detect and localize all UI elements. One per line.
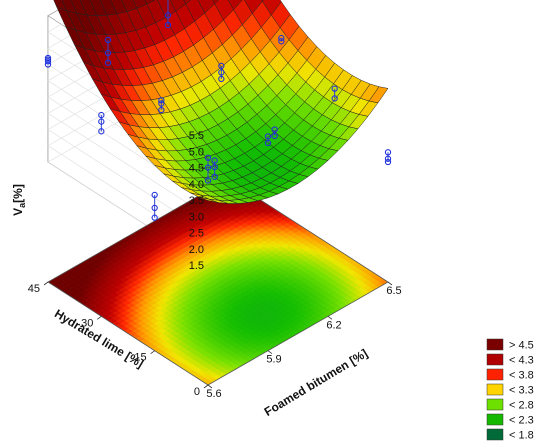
data-point <box>384 158 392 166</box>
x-tick <box>267 350 273 354</box>
z-axis-title-unit: [%] <box>11 184 25 203</box>
z-tick-label: 2.5 <box>189 228 204 240</box>
data-point <box>211 157 218 164</box>
y-tick <box>43 281 49 286</box>
z-tick-label: 5.5 <box>189 130 204 142</box>
y-tick-label: 0 <box>194 386 200 398</box>
legend-swatch <box>486 368 504 381</box>
x-tick-label: 5.6 <box>206 388 221 400</box>
data-point <box>158 97 165 104</box>
x-tick-label: 6.5 <box>386 285 401 297</box>
surface-cell <box>212 0 219 5</box>
legend-label: > 4.5 <box>509 340 534 352</box>
legend-label: < 2.8 <box>509 400 534 412</box>
z-tick-label: 3.5 <box>189 195 204 207</box>
data-point <box>211 173 218 180</box>
data-point <box>164 12 172 19</box>
surface-cell <box>368 86 389 104</box>
data-point <box>278 34 285 42</box>
data-point <box>151 204 158 212</box>
data-point <box>151 191 158 199</box>
x-tick <box>387 281 393 286</box>
legend-swatch <box>486 383 504 396</box>
x-tick <box>327 316 333 320</box>
data-point <box>98 128 105 135</box>
data-point <box>151 214 158 221</box>
z-tick-label: 1.5 <box>189 260 204 272</box>
legend-label: < 4.3 <box>509 355 534 367</box>
legend-swatch <box>486 398 504 411</box>
data-point <box>104 59 112 66</box>
legend-label: < 3.8 <box>509 370 534 382</box>
y-tick <box>203 384 209 389</box>
data-point <box>384 149 392 156</box>
z-axis-title: Va[%] <box>11 184 27 216</box>
data-point <box>204 177 212 184</box>
legend-swatch <box>486 338 504 351</box>
y-tick-label: 15 <box>134 352 146 364</box>
x-tick <box>207 384 213 389</box>
legend-label: < 1.8 <box>509 430 534 442</box>
data-point <box>98 118 105 125</box>
contour-floor <box>47 178 389 386</box>
y-tick <box>97 316 102 320</box>
axis-ticks: 1.5 2.0 2.5 3.0 3.5 4.0 4.5 5.0 5.5 5.6 5.9 6.2 6.5 0… <box>28 130 402 400</box>
data-points <box>44 0 392 221</box>
legend-label: < 2.3 <box>509 415 534 427</box>
x-tick-label: 5.9 <box>266 354 281 366</box>
z-axis-title-sub: a <box>17 202 27 208</box>
z-tick-label: 3.0 <box>189 211 204 223</box>
response-surface <box>53 0 389 204</box>
y-tick-label: 30 <box>81 317 93 329</box>
y-tick-label: 45 <box>28 283 40 295</box>
data-point <box>264 133 272 140</box>
data-point <box>271 126 278 133</box>
data-point <box>204 164 212 171</box>
data-point <box>384 155 392 162</box>
legend-swatch <box>486 413 504 426</box>
legend-swatch <box>486 353 504 366</box>
data-point <box>211 163 218 171</box>
legend-label: < 3.3 <box>509 385 534 397</box>
surface-cell <box>183 0 192 5</box>
data-point <box>98 111 105 119</box>
data-point <box>204 154 212 161</box>
z-tick-label: 2.0 <box>189 244 204 256</box>
data-point <box>104 36 112 44</box>
data-point <box>331 85 338 92</box>
data-point <box>218 75 225 83</box>
x-tick-label: 6.2 <box>326 319 341 331</box>
z-tick-label: 4.5 <box>189 163 204 175</box>
data-point <box>218 62 225 70</box>
data-point <box>331 95 338 102</box>
data-point <box>278 38 285 45</box>
data-point <box>104 49 112 57</box>
data-point <box>271 132 278 140</box>
y-tick <box>150 350 155 354</box>
z-tick-label: 5.0 <box>189 146 204 158</box>
data-point <box>218 69 225 76</box>
legend-swatch <box>486 428 504 441</box>
data-point <box>264 139 272 147</box>
data-point <box>44 54 52 62</box>
legend: > 4.5 < 4.3 < 3.8 < 3.3 < 2.8 < 2.3 < 1.8 <box>486 338 534 442</box>
z-axis-title-main: V <box>11 208 25 216</box>
data-point <box>158 106 165 114</box>
z-tick-label: 4.0 <box>189 179 204 191</box>
data-point <box>158 100 165 107</box>
data-point <box>164 21 172 29</box>
